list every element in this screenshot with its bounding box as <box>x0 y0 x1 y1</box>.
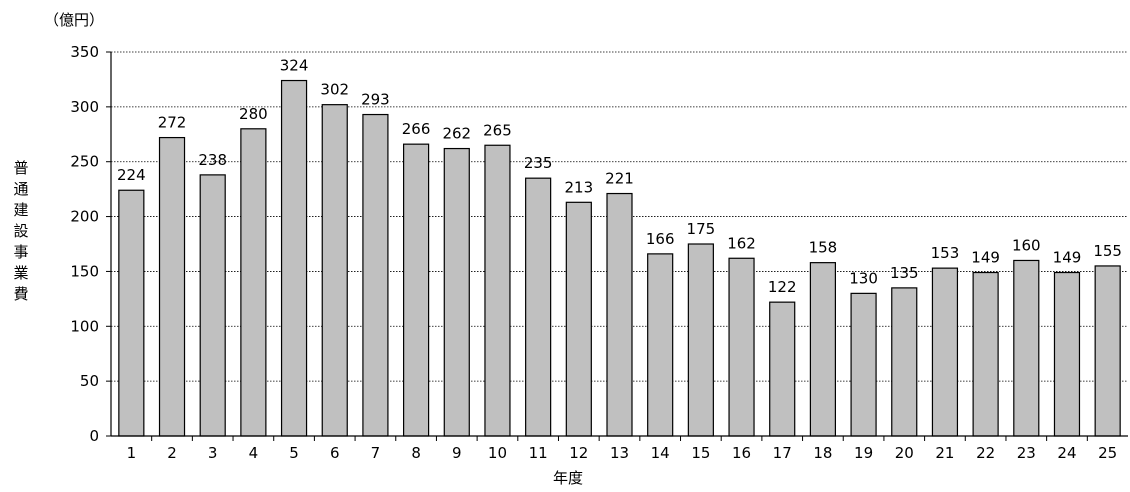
bar <box>118 189 145 437</box>
data-label: 162 <box>727 234 756 252</box>
data-label: 149 <box>1053 249 1082 267</box>
bar <box>199 174 226 437</box>
x-tick-label: 23 <box>1017 444 1036 462</box>
x-tick-labels: 1 2 3 4 5 6 7 8 9 10 11 12 13 14 15 16 17 18 19 20 21 22 23 24 2… <box>127 436 1117 462</box>
x-tick-label: 13 <box>610 444 629 462</box>
x-tick-label: 6 <box>330 444 340 462</box>
x-tick-label: 19 <box>854 444 873 462</box>
x-tick-label: 15 <box>691 444 710 462</box>
bar <box>321 104 348 437</box>
data-labels: 224 272 238 280 324 302 293 266 262 265 235 213 221 1… <box>117 57 1122 297</box>
data-label: 122 <box>768 278 797 296</box>
bar <box>1013 259 1040 437</box>
y-tick-label: 350 <box>70 43 99 61</box>
data-label: 160 <box>1012 236 1041 254</box>
data-label: 280 <box>239 105 268 123</box>
bar <box>403 143 430 437</box>
x-tick-label: 4 <box>249 444 259 462</box>
bar <box>525 177 552 437</box>
data-label: 293 <box>361 91 390 109</box>
x-tick-label: 14 <box>651 444 670 462</box>
x-tick-label: 5 <box>289 444 299 462</box>
data-label: 158 <box>809 239 838 257</box>
data-label: 235 <box>524 154 553 172</box>
bar <box>443 147 470 437</box>
x-tick-label: 18 <box>813 444 832 462</box>
data-label: 135 <box>890 264 919 282</box>
data-label: 224 <box>117 166 146 184</box>
bar <box>850 292 877 437</box>
x-tick-label: 17 <box>773 444 792 462</box>
bar <box>769 301 796 437</box>
bar <box>728 257 755 437</box>
x-tick-label: 9 <box>452 444 462 462</box>
bar <box>891 287 918 437</box>
bar <box>158 136 186 437</box>
unit-label: （億円） <box>44 11 105 29</box>
y-tick-label: 200 <box>70 208 99 226</box>
bar <box>565 201 592 437</box>
bar <box>1053 271 1081 437</box>
y-tick-label: 250 <box>70 153 99 171</box>
x-tick-label: 2 <box>167 444 177 462</box>
bar <box>931 267 959 437</box>
bar <box>362 113 389 437</box>
axes <box>110 52 1128 437</box>
y-tick-label: 100 <box>70 317 99 335</box>
x-tick-label: 25 <box>1098 444 1117 462</box>
x-tick-label: 22 <box>976 444 995 462</box>
y-axis-label: 普通建設事業費 <box>13 159 29 303</box>
y-tick-label: 50 <box>80 372 99 390</box>
data-label: 149 <box>971 249 1000 267</box>
data-label: 166 <box>646 230 675 248</box>
bar <box>647 253 674 437</box>
x-axis-label: 年度 <box>552 469 584 487</box>
y-tick-label: 150 <box>70 262 99 280</box>
bars <box>118 79 1121 437</box>
bar <box>1094 265 1121 437</box>
data-label: 130 <box>849 269 878 287</box>
data-label: 175 <box>687 220 716 238</box>
bar <box>240 128 267 437</box>
x-tick-label: 8 <box>411 444 421 462</box>
data-label: 324 <box>280 57 309 75</box>
data-label: 266 <box>402 120 431 138</box>
x-tick-label: 20 <box>895 444 914 462</box>
bar <box>280 79 308 437</box>
x-tick-label: 10 <box>488 444 507 462</box>
data-label: 265 <box>483 121 512 139</box>
data-label: 302 <box>320 81 349 99</box>
x-tick-label: 21 <box>935 444 954 462</box>
x-tick-label: 1 <box>127 444 137 462</box>
y-tick-label: 0 <box>89 427 99 445</box>
bar <box>809 262 837 437</box>
x-tick-label: 12 <box>569 444 588 462</box>
x-tick-label: 16 <box>732 444 751 462</box>
data-label: 153 <box>931 244 960 262</box>
bar <box>606 192 633 437</box>
data-label: 155 <box>1093 242 1122 260</box>
data-label: 262 <box>442 125 471 143</box>
x-tick-label: 24 <box>1057 444 1076 462</box>
bar <box>484 144 511 437</box>
bar <box>972 271 999 437</box>
x-tick-label: 11 <box>529 444 548 462</box>
data-label: 221 <box>605 170 634 188</box>
bar <box>687 243 714 437</box>
x-tick-label: 7 <box>371 444 381 462</box>
data-label: 213 <box>564 178 593 196</box>
y-tick-labels: 0 50 100 150 200 250 300 350 <box>70 43 99 445</box>
y-tick-label: 300 <box>70 98 99 116</box>
data-label: 272 <box>158 114 187 132</box>
data-label: 238 <box>198 151 227 169</box>
x-tick-label: 3 <box>208 444 218 462</box>
